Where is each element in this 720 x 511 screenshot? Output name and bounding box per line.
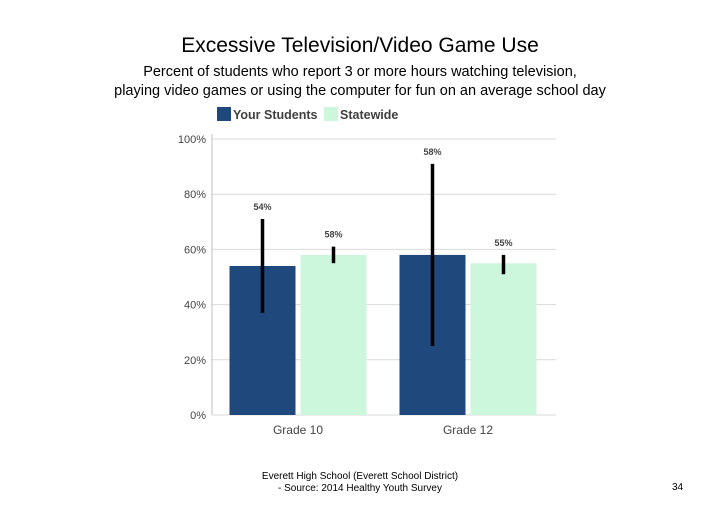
data-label: 54% [253,202,271,212]
data-label: 58% [423,147,441,157]
y-tick-label: 60% [184,244,206,256]
y-tick-label: 0% [190,410,206,422]
y-tick-label: 80% [184,189,206,201]
data-label: 58% [324,230,342,240]
y-tick-label: 100% [178,134,206,146]
x-tick-label: Grade 10 [273,423,323,437]
page-number: 34 [672,482,684,493]
x-tick-label: Grade 12 [443,423,493,437]
bar-statewide [300,254,367,415]
y-tick-label: 20% [184,355,206,367]
y-tick-label: 40% [184,300,206,312]
chart-subtitle: Percent of students who report 3 or more… [0,63,720,101]
chart-title: Excessive Television/Video Game Use [181,34,539,57]
data-label: 55% [494,238,512,248]
legend-swatch [324,107,338,121]
source-footer: Everett High School (Everett School Dist… [215,471,505,495]
subtitle-line-1: Percent of students who report 3 or more… [143,64,577,80]
legend-swatch [217,107,231,121]
legend-label: Statewide [340,108,398,122]
subtitle-line-2: playing video games or using the compute… [114,83,606,99]
footer-line-2: - Source: 2014 Healthy Youth Survey [278,483,442,494]
footer-line-1: Everett High School (Everett School Dist… [261,471,459,482]
bar-statewide [470,263,537,415]
legend-label: Your Students [233,108,318,122]
